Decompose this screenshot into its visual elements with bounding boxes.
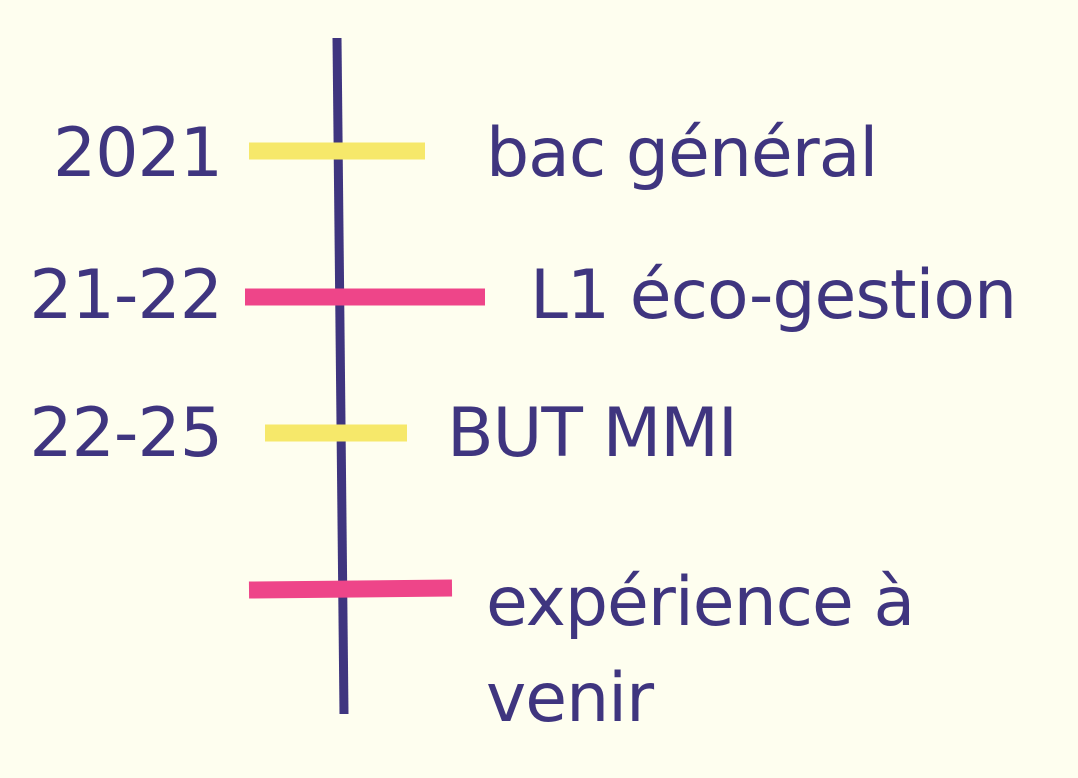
timeline-event-future: expérience à venir [486, 563, 915, 738]
timeline-date-2021: 2021 [52, 114, 223, 193]
timeline-event-l1: L1 éco-gestion [530, 256, 1017, 335]
timeline-date-22-25: 22-25 [29, 394, 223, 473]
timeline-date-21-22: 21-22 [29, 256, 223, 335]
timeline-marker-future [248, 579, 453, 599]
timeline-event-but: BUT MMI [447, 394, 738, 473]
timeline-axis [332, 37, 349, 715]
timeline-event-bac: bac général [486, 114, 878, 193]
